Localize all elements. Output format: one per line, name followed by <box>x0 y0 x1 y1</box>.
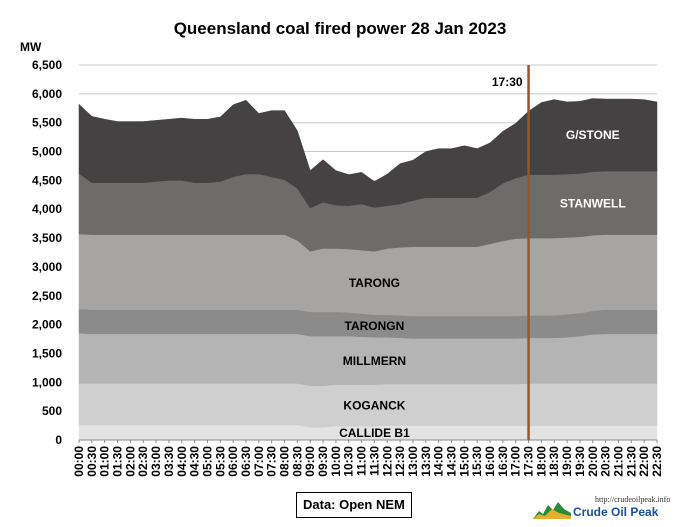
area-g-stone <box>78 98 658 209</box>
x-tick-label: 05:30 <box>213 446 227 477</box>
y-tick-label: 2,500 <box>32 289 62 303</box>
x-tick-label: 15:00 <box>457 446 471 477</box>
x-tick-label: 03:30 <box>162 446 176 477</box>
x-tick-label: 20:00 <box>586 446 600 477</box>
x-tick-label: 06:00 <box>226 446 240 477</box>
x-tick-label: 02:00 <box>123 446 137 477</box>
x-tick-label: 13:00 <box>406 446 420 477</box>
x-tick-label: 09:00 <box>303 446 317 477</box>
logo-name: Crude Oil Peak <box>573 505 659 519</box>
x-tick-label: 19:00 <box>560 446 574 477</box>
data-source-note: Data: Open NEM <box>296 492 412 518</box>
x-tick-label: 19:30 <box>573 446 587 477</box>
series-labels: CALLIDE B1 KOGANCK MILLMERN TARONGN TARONG ST… <box>339 128 626 440</box>
y-tick-label: 5,000 <box>32 145 62 159</box>
series-label-tarongn: TARONGN <box>345 319 405 333</box>
x-tick-label: 11:00 <box>355 446 369 476</box>
y-tick-label: 3,000 <box>32 260 62 274</box>
x-tick-label: 16:30 <box>496 446 510 477</box>
series-label-millmern: MILLMERN <box>343 354 406 368</box>
x-tick-label: 22:30 <box>650 446 664 477</box>
x-tick-label: 09:30 <box>316 446 330 477</box>
x-tick-label: 02:30 <box>136 446 150 477</box>
x-tick-label: 15:30 <box>470 446 484 477</box>
crude-oil-peak-logo: http://crudeoilpeak.info Crude Oil Peak <box>533 495 670 519</box>
x-tick-label: 22:00 <box>637 446 651 477</box>
y-tick-label: 6,500 <box>32 58 62 72</box>
x-axis-ticks: 00:0000:3001:0001:3002:0002:3003:0003:30… <box>72 439 664 477</box>
y-tick-label: 1,500 <box>32 346 62 360</box>
x-tick-label: 05:00 <box>200 446 214 477</box>
chart-title: Queensland coal fired power 28 Jan 2023 <box>174 19 507 38</box>
y-tick-label: 2,000 <box>32 318 62 332</box>
y-tick-label: 3,500 <box>32 231 62 245</box>
x-tick-label: 21:00 <box>611 446 625 477</box>
y-axis-unit: MW <box>20 40 42 54</box>
x-tick-label: 03:00 <box>149 446 163 477</box>
x-tick-label: 12:30 <box>393 446 407 477</box>
x-tick-label: 04:00 <box>175 446 189 477</box>
series-label-g-stone: G/STONE <box>566 128 620 142</box>
y-tick-label: 4,500 <box>32 173 62 187</box>
y-tick-label: 500 <box>42 404 62 418</box>
x-tick-label: 07:00 <box>252 446 266 477</box>
x-tick-label: 01:30 <box>111 446 125 477</box>
x-tick-label: 18:00 <box>534 446 548 477</box>
x-tick-label: 14:30 <box>444 446 458 477</box>
x-tick-label: 17:00 <box>509 446 523 477</box>
series-label-stanwell: STANWELL <box>560 196 626 210</box>
x-tick-label: 12:00 <box>380 446 394 477</box>
x-tick-label: 13:30 <box>419 446 433 477</box>
x-tick-label: 14:00 <box>432 446 446 477</box>
y-axis-ticks: 0 500 1,000 1,500 2,000 2,500 3,000 3,500 4,000 4… <box>32 58 62 447</box>
x-tick-label: 20:30 <box>599 446 613 477</box>
y-tick-label: 4,000 <box>32 202 62 216</box>
y-tick-label: 5,500 <box>32 116 62 130</box>
x-tick-label: 06:30 <box>239 446 253 477</box>
series-label-callide-b1: CALLIDE B1 <box>339 426 410 440</box>
x-tick-label: 16:00 <box>483 446 497 477</box>
x-tick-label: 07:30 <box>265 446 279 477</box>
time-marker: 17:30 <box>492 65 530 440</box>
y-tick-label: 6,000 <box>32 87 62 101</box>
x-tick-label: 01:00 <box>98 446 112 477</box>
x-tick-label: 11:30 <box>367 446 381 476</box>
stacked-areas <box>78 98 658 441</box>
time-marker-label: 17:30 <box>492 75 523 89</box>
x-tick-label: 04:30 <box>188 446 202 477</box>
x-tick-label: 10:30 <box>342 446 356 477</box>
x-tick-label: 17:30 <box>522 446 536 477</box>
x-tick-label: 00:00 <box>72 446 86 477</box>
x-tick-label: 10:00 <box>329 446 343 477</box>
x-tick-label: 18:30 <box>547 446 561 477</box>
y-tick-label: 1,000 <box>32 375 62 389</box>
x-tick-label: 00:30 <box>85 446 99 477</box>
x-tick-label: 08:30 <box>290 446 304 477</box>
series-label-tarong: TARONG <box>349 276 400 290</box>
series-label-koganck: KOGANCK <box>343 398 405 412</box>
logo-url: http://crudeoilpeak.info <box>595 495 671 504</box>
x-tick-label: 21:30 <box>624 446 638 477</box>
x-tick-label: 08:00 <box>278 446 292 477</box>
oil-peak-logo-icon <box>533 502 571 519</box>
y-tick-label: 0 <box>55 433 62 447</box>
